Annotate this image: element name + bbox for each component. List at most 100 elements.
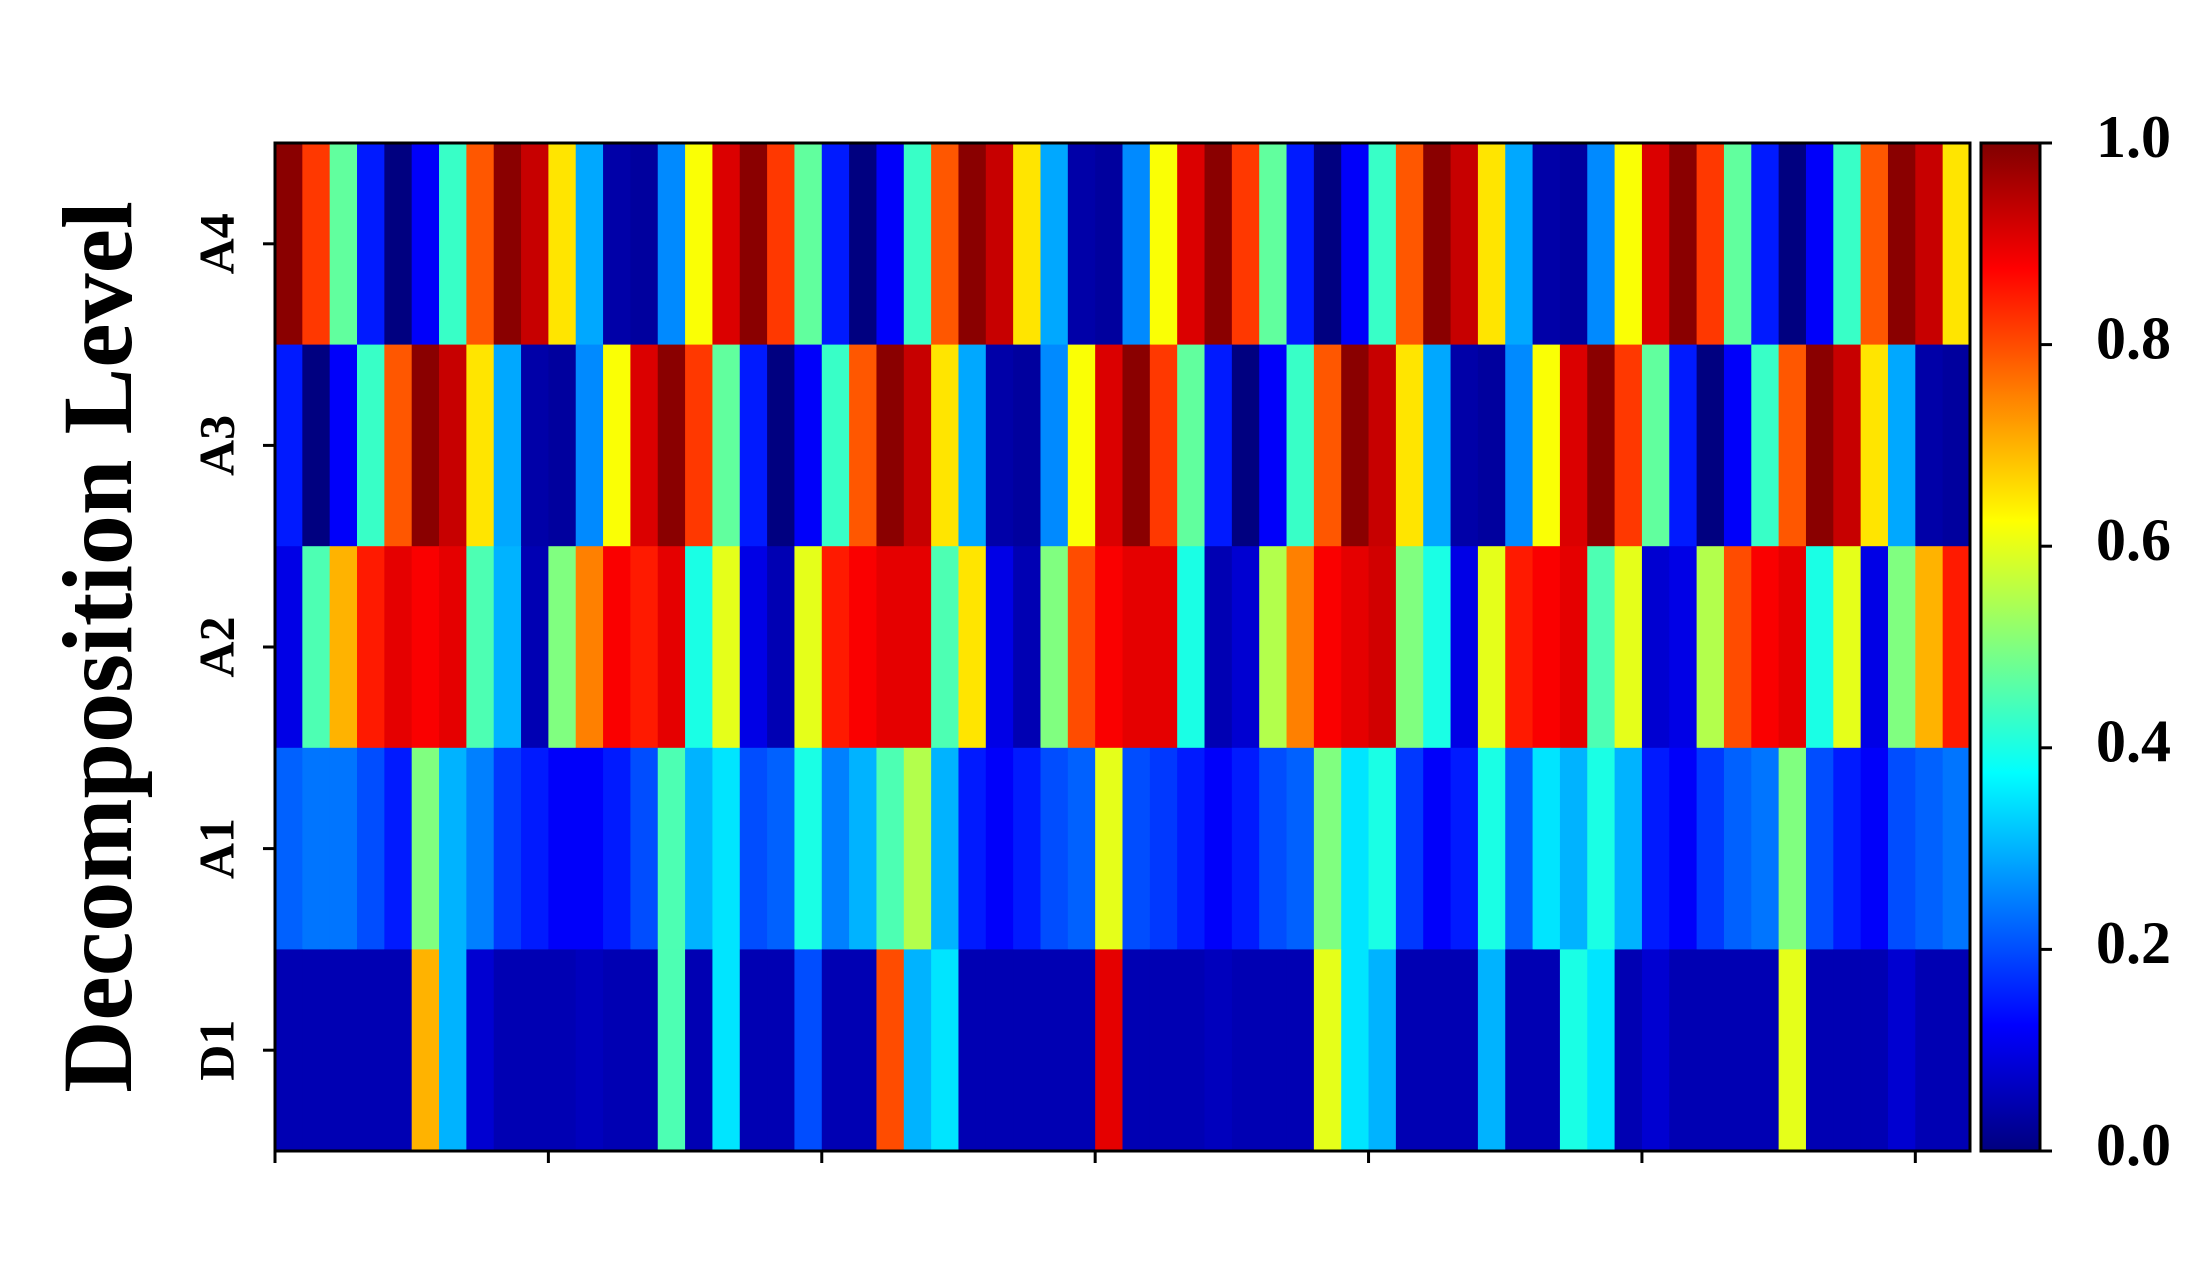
heatmap-cell xyxy=(302,949,331,1152)
heatmap-cell xyxy=(1778,143,1807,346)
heatmap-cell xyxy=(493,344,522,547)
heatmap-cell xyxy=(903,747,932,950)
heatmap-cell xyxy=(1040,747,1069,950)
heatmap-cell xyxy=(1395,143,1424,346)
heatmap-cell xyxy=(439,344,467,547)
heatmap-cell xyxy=(548,747,577,950)
heatmap-cell xyxy=(1614,747,1643,950)
heatmap-cell xyxy=(1805,143,1834,346)
heatmap-cell xyxy=(1095,143,1124,346)
heatmap-cell xyxy=(1231,747,1260,950)
heatmap-cell xyxy=(411,949,440,1152)
heatmap-cell xyxy=(1450,747,1479,950)
heatmap-cell xyxy=(329,344,358,547)
heatmap-cell xyxy=(1751,747,1780,950)
heatmap-cell xyxy=(1040,143,1069,346)
heatmap-cell xyxy=(1122,546,1151,749)
heatmap-cell xyxy=(1723,546,1752,749)
heatmap-cell xyxy=(384,546,413,749)
heatmap-cell xyxy=(411,546,440,749)
heatmap-cell xyxy=(1587,546,1616,749)
heatmap-cell xyxy=(302,143,331,346)
heatmap-cell xyxy=(493,949,522,1152)
heatmap-cell xyxy=(1587,344,1616,547)
heatmap-cell xyxy=(1751,143,1780,346)
heatmap-cell xyxy=(1942,344,1971,547)
heatmap-cell xyxy=(1368,747,1397,950)
heatmap-cell xyxy=(1177,143,1206,346)
heatmap-cell xyxy=(1368,143,1397,346)
heatmap-cell xyxy=(1204,143,1233,346)
heatmap-cell xyxy=(903,546,932,749)
heatmap-cell xyxy=(1915,143,1944,346)
heatmap-cell xyxy=(1860,546,1889,749)
heatmap-cell xyxy=(384,949,413,1152)
heatmap-cell xyxy=(849,143,878,346)
heatmap-cell xyxy=(1887,143,1916,346)
heatmap-cell xyxy=(876,747,905,950)
heatmap-cell xyxy=(1477,949,1506,1152)
heatmap-cell xyxy=(1833,546,1862,749)
heatmap-cell xyxy=(1341,747,1370,950)
heatmap-cell xyxy=(1805,546,1834,749)
heatmap-cell xyxy=(1067,546,1096,749)
heatmap-cell xyxy=(1505,747,1534,950)
heatmap-cell xyxy=(1013,143,1042,346)
heatmap-cell xyxy=(1313,747,1342,950)
heatmap-cell xyxy=(794,949,823,1152)
heatmap-cell xyxy=(575,143,604,346)
heatmap-cell xyxy=(1614,949,1643,1152)
heatmap-cell xyxy=(985,546,1014,749)
colorbar-tick-label: 0.6 xyxy=(2096,507,2171,573)
heatmap-cell xyxy=(767,546,796,749)
heatmap-cell xyxy=(329,949,358,1152)
heatmap-cell xyxy=(521,344,549,547)
heatmap-cell xyxy=(903,143,932,346)
heatmap-cell xyxy=(1641,344,1670,547)
heatmap-cell xyxy=(712,949,741,1152)
heatmap-cell xyxy=(329,546,358,749)
heatmap-cell xyxy=(1423,747,1452,950)
heatmap-cell xyxy=(739,344,768,547)
heatmap-cell xyxy=(1259,747,1288,950)
heatmap-cell xyxy=(685,344,714,547)
heatmap-cell xyxy=(1559,949,1588,1152)
heatmap-cell xyxy=(1122,747,1151,950)
heatmap-cell xyxy=(1149,747,1178,950)
heatmap-cell xyxy=(1313,344,1342,547)
heatmap-cell xyxy=(1723,143,1752,346)
heatmap-cell xyxy=(958,143,987,346)
heatmap-cell xyxy=(1805,344,1834,547)
heatmap-cell xyxy=(357,747,385,950)
heatmap-cell xyxy=(657,949,686,1152)
colorbar-tick-label: 0.0 xyxy=(2096,1112,2171,1178)
heatmap-cell xyxy=(876,949,905,1152)
heatmap-cell xyxy=(903,344,932,547)
heatmap-cell xyxy=(411,143,440,346)
heatmap-cell xyxy=(1532,546,1561,749)
heatmap-cell xyxy=(1368,949,1397,1152)
heatmap-cell xyxy=(821,747,850,950)
heatmap-cell xyxy=(1532,143,1561,346)
heatmap-cell xyxy=(1013,546,1042,749)
heatmap-cell xyxy=(1341,546,1370,749)
heatmap-cell xyxy=(1395,949,1424,1152)
heatmap-cell xyxy=(712,344,741,547)
heatmap-cell xyxy=(1532,949,1561,1152)
heatmap-cell xyxy=(275,143,303,346)
heatmap-cell xyxy=(739,949,768,1152)
heatmap-cell xyxy=(357,546,385,749)
heatmap-cell xyxy=(1696,747,1725,950)
heatmap-cell xyxy=(575,546,604,749)
heatmap-cell xyxy=(1313,143,1342,346)
heatmap-cell xyxy=(958,546,987,749)
heatmap-cell xyxy=(1860,143,1889,346)
heatmap-cell xyxy=(1286,546,1315,749)
heatmap-cell xyxy=(1450,546,1479,749)
heatmap-cell xyxy=(1095,747,1124,950)
heatmap-cell xyxy=(1259,949,1288,1152)
heatmap-cell xyxy=(1532,747,1561,950)
row-label: A2 xyxy=(188,616,244,677)
